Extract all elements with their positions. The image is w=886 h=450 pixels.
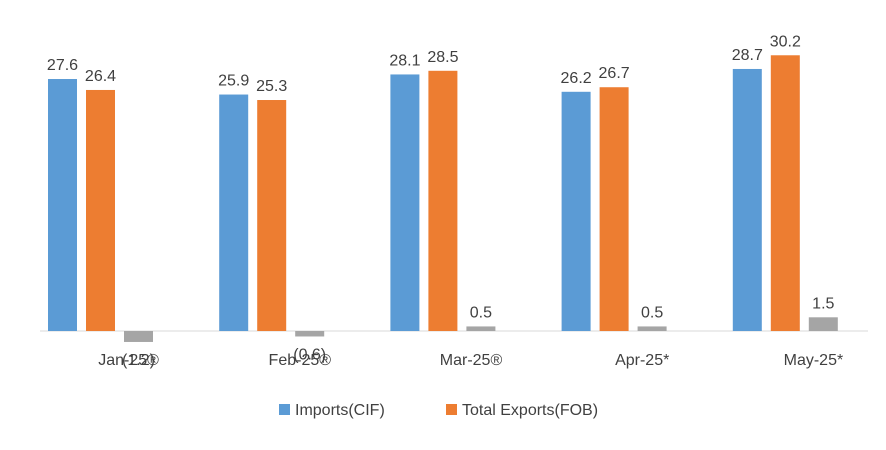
- legend-label: Total Exports(FOB): [462, 402, 598, 419]
- data-label: 30.2: [770, 33, 801, 50]
- data-label: 28.7: [732, 47, 763, 64]
- data-label: 28.1: [389, 52, 420, 69]
- bar: [637, 326, 667, 331]
- bar: [428, 70, 458, 332]
- data-label: (1.2): [122, 352, 155, 369]
- data-label: 26.4: [85, 68, 116, 85]
- legend-swatch: [446, 404, 457, 415]
- data-label: 0.5: [641, 304, 663, 321]
- x-tick-label: Jan-25®: [98, 352, 159, 369]
- legend: Imports(CIF) Total Exports(FOB): [279, 402, 598, 419]
- bar: [732, 68, 762, 332]
- legend-swatch: [279, 404, 290, 415]
- x-tick-labels: Jan-25® Feb-25® Mar-25® Apr-25* May-25*: [98, 352, 843, 369]
- data-label: 0.5: [470, 304, 492, 321]
- bar: [295, 331, 325, 337]
- x-tick-label: Feb-25®: [269, 352, 332, 369]
- data-label: (0.6): [293, 346, 326, 363]
- bar: [390, 74, 420, 332]
- x-tick-label: May-25*: [784, 352, 844, 369]
- data-label: 25.3: [256, 78, 287, 95]
- data-label: 28.5: [427, 49, 458, 66]
- bar: [561, 91, 591, 331]
- bar: [124, 331, 153, 342]
- bar: [466, 326, 496, 331]
- data-labels: 27.6 26.4 (1.2) 25.9 25.3 (0.6) 28.1 28.5 0.5 26.…: [47, 33, 835, 369]
- legend-label: Imports(CIF): [295, 402, 385, 419]
- bar: [86, 89, 115, 331]
- data-label: 26.2: [561, 70, 592, 87]
- bar: [808, 317, 838, 331]
- data-label: 26.7: [599, 65, 630, 82]
- data-label: 1.5: [812, 295, 834, 312]
- bars: [48, 55, 838, 342]
- bar: [48, 79, 77, 332]
- bar: [599, 87, 629, 331]
- data-label: 27.6: [47, 57, 78, 74]
- x-tick-label: Mar-25®: [440, 352, 503, 369]
- bar: [257, 100, 287, 331]
- bar: [219, 94, 249, 332]
- x-tick-label: Apr-25*: [615, 352, 669, 369]
- bar: [770, 55, 800, 332]
- data-label: 25.9: [218, 73, 249, 90]
